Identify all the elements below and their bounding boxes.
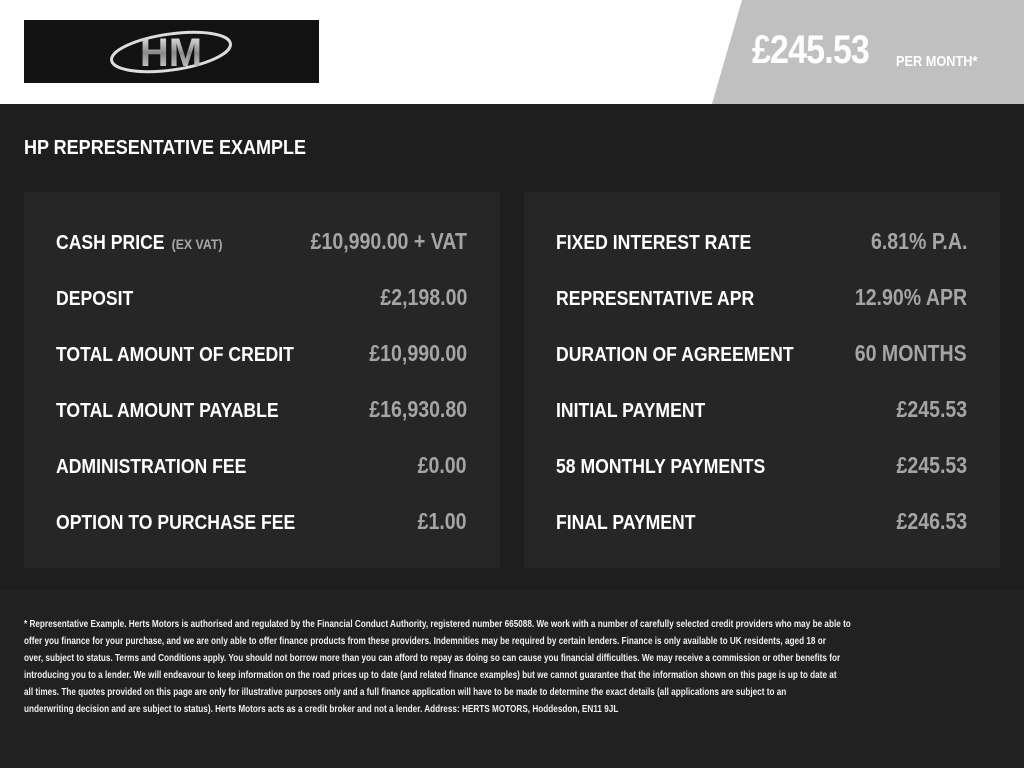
row-label: DEPOSIT (56, 288, 133, 311)
finance-row: CASH PRICE (EX VAT) £10,990.00 + VAT (56, 228, 467, 258)
row-label: ADMINISTRATION FEE (56, 456, 246, 479)
finance-row: OPTION TO PURCHASE FEE £1.00 (56, 508, 467, 538)
finance-row: DEPOSIT £2,198.00 (56, 284, 467, 314)
svg-text:HM: HM (140, 31, 202, 75)
row-value: 60 MONTHS (855, 340, 967, 366)
finance-row: FINAL PAYMENT £246.53 (556, 508, 967, 538)
row-label-text: FIXED INTEREST RATE (556, 232, 752, 254)
header: HM £245.53 PER MONTH* (0, 0, 1024, 104)
disclaimer-line: offer you finance for your purchase, and… (24, 635, 826, 647)
finance-row: TOTAL AMOUNT PAYABLE £16,930.80 (56, 396, 467, 426)
row-label: DURATION OF AGREEMENT (556, 344, 794, 367)
monthly-price: £245.53 (752, 28, 870, 72)
herts-motors-logo[interactable]: HM (24, 20, 319, 83)
row-label-text: DURATION OF AGREEMENT (556, 344, 794, 366)
row-label: REPRESENTATIVE APR (556, 288, 754, 311)
row-label-text: CASH PRICE (56, 232, 165, 254)
row-label: OPTION TO PURCHASE FEE (56, 512, 295, 535)
disclaimer-line: underwriting decision and are subject to… (24, 703, 619, 715)
row-label: FIXED INTEREST RATE (556, 232, 751, 255)
row-label-text: FINAL PAYMENT (556, 512, 696, 534)
row-note: (EX VAT) (171, 236, 223, 252)
row-value: £16,930.80 (369, 396, 467, 422)
row-value: £10,990.00 (369, 340, 467, 366)
finance-panel-left: CASH PRICE (EX VAT) £10,990.00 + VAT DEPOSI… (24, 192, 500, 568)
row-value: £10,990.00 + VAT (310, 228, 467, 254)
row-label-text: ADMINISTRATION FEE (56, 456, 247, 478)
price-band (712, 0, 1024, 104)
row-label: INITIAL PAYMENT (556, 400, 705, 423)
row-label-text: DEPOSIT (56, 288, 134, 310)
row-label: FINAL PAYMENT (556, 512, 696, 535)
disclaimer: * Representative Example. Herts Motors i… (24, 616, 851, 718)
row-value: £245.53 (896, 396, 967, 422)
disclaimer-line: * Representative Example. Herts Motors i… (24, 618, 851, 630)
row-value: £1.00 (418, 508, 467, 534)
section-title: HP REPRESENTATIVE EXAMPLE (24, 137, 307, 159)
row-value: £2,198.00 (380, 284, 467, 310)
row-label-text: INITIAL PAYMENT (556, 400, 706, 422)
disclaimer-line: introducing you to a lender. We will end… (24, 669, 837, 681)
finance-row: INITIAL PAYMENT £245.53 (556, 396, 967, 426)
footer: * Representative Example. Herts Motors i… (0, 590, 1024, 768)
finance-row: 58 MONTHLY PAYMENTS £245.53 (556, 452, 967, 482)
row-label: TOTAL AMOUNT OF CREDIT (56, 344, 294, 367)
finance-row: DURATION OF AGREEMENT 60 MONTHS (556, 340, 967, 370)
row-value: £246.53 (896, 508, 967, 534)
row-value: £245.53 (896, 452, 967, 478)
finance-panel-right: FIXED INTEREST RATE 6.81% P.A. REPRESENTAT… (524, 192, 1000, 568)
row-value: 12.90% APR (854, 284, 967, 310)
finance-row: REPRESENTATIVE APR 12.90% APR (556, 284, 967, 314)
finance-row: ADMINISTRATION FEE £0.00 (56, 452, 467, 482)
row-label: CASH PRICE (EX VAT) (56, 232, 222, 255)
row-value: £0.00 (418, 452, 467, 478)
finance-row: TOTAL AMOUNT OF CREDIT £10,990.00 (56, 340, 467, 370)
row-label: 58 MONTHLY PAYMENTS (556, 456, 765, 479)
finance-row: FIXED INTEREST RATE 6.81% P.A. (556, 228, 967, 258)
row-value: 6.81% P.A. (870, 228, 967, 254)
hm-logo-icon: HM (110, 30, 232, 75)
per-month-label: PER MONTH* (896, 53, 978, 70)
row-label-text: OPTION TO PURCHASE FEE (56, 512, 296, 534)
disclaimer-line: over, subject to status. Terms and Condi… (24, 652, 841, 664)
row-label-text: REPRESENTATIVE APR (556, 288, 755, 310)
row-label-text: TOTAL AMOUNT PAYABLE (56, 400, 279, 422)
disclaimer-line: all times. The quotes provided on this p… (24, 686, 787, 698)
row-label: TOTAL AMOUNT PAYABLE (56, 400, 279, 423)
row-label-text: 58 MONTHLY PAYMENTS (556, 456, 766, 478)
row-label-text: TOTAL AMOUNT OF CREDIT (56, 344, 294, 366)
